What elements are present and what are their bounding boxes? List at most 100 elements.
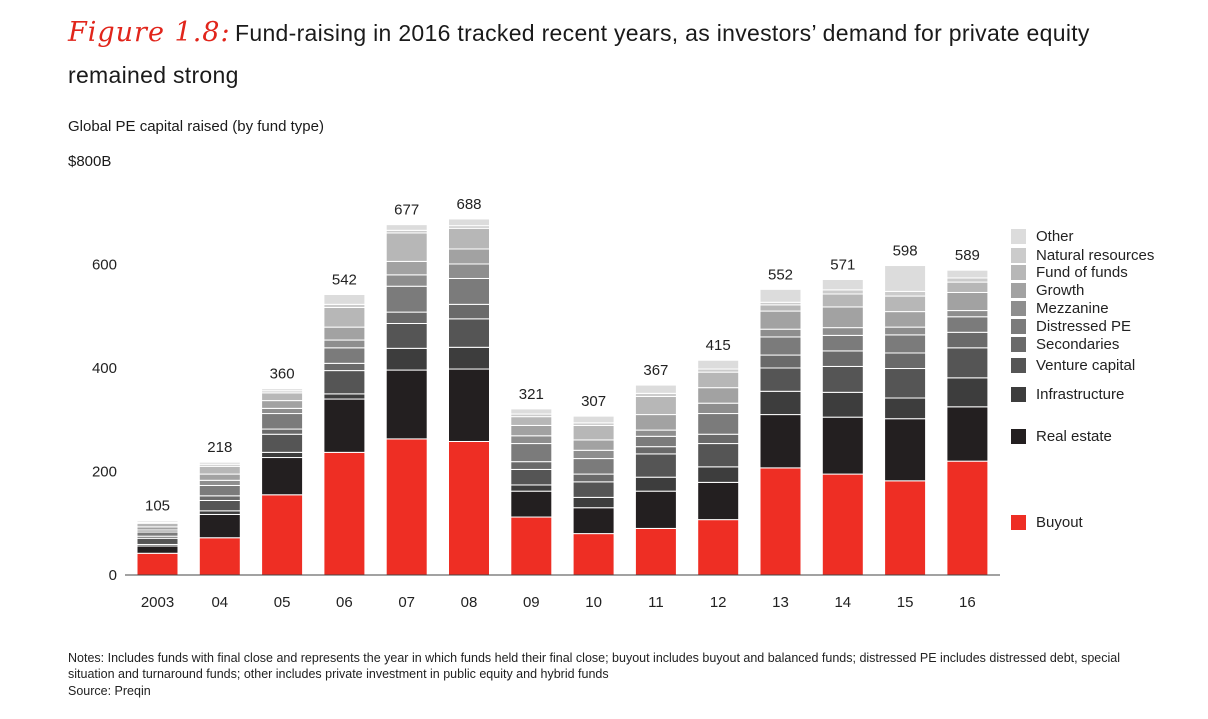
bar-group-10: 307 <box>572 393 615 576</box>
bar-segment-secondaries <box>634 446 677 455</box>
bar-segment-fund-of-funds <box>634 395 677 416</box>
bar-segment-infrastructure <box>634 476 677 492</box>
bar-segment-growth <box>634 414 677 431</box>
bar-segment-real-estate <box>261 457 304 496</box>
bar-group-06: 542 <box>323 272 366 576</box>
bar-segment-secondaries <box>198 495 241 501</box>
bar-segment-growth <box>261 400 304 409</box>
x-tick-label: 06 <box>336 594 353 611</box>
bar-segment-infrastructure <box>884 397 927 420</box>
bar-segment-secondaries <box>759 354 802 369</box>
bar-segment-growth <box>946 291 989 312</box>
legend-label: Real estate <box>1036 428 1112 445</box>
bar-segment-mezzanine <box>385 274 428 287</box>
bar-segment-secondaries <box>448 303 490 320</box>
bar-segment-other <box>759 288 802 303</box>
bar-segment-secondaries <box>385 311 428 324</box>
bar-segment-venture-capital <box>136 537 179 545</box>
legend-label: Natural resources <box>1036 247 1154 264</box>
bar-segment-distressed-pe <box>385 285 428 313</box>
bar-segment-natural-resources <box>884 290 927 297</box>
bar-segment-fund-of-funds <box>572 424 615 441</box>
legend-swatch <box>1011 337 1026 352</box>
bar-segment-other <box>323 294 366 305</box>
bar-segment-distressed-pe <box>572 458 615 475</box>
x-tick-label: 05 <box>274 594 291 611</box>
bar-segment-real-estate <box>448 368 490 442</box>
bar-segment-buyout <box>261 494 304 576</box>
x-axis-ticks: 2003 04 05 06 07 08 09 10 11 12 13 14 15 16 <box>141 594 976 611</box>
legend-swatch <box>1011 248 1026 263</box>
bar-total-label: 571 <box>830 257 855 274</box>
legend-item-distressed-pe: Distressed PE <box>1011 318 1131 335</box>
bar-segment-natural-resources <box>946 277 989 283</box>
bar-segment-secondaries <box>572 473 615 483</box>
bar-segment-other <box>510 408 553 415</box>
bar-segment-distressed-pe <box>198 484 241 497</box>
x-tick-label: 12 <box>710 594 727 611</box>
bar-segment-venture-capital <box>884 368 927 399</box>
bar-segment-infrastructure <box>759 390 802 416</box>
bar-segment-mezzanine <box>697 402 740 415</box>
legend-label: Infrastructure <box>1036 386 1124 403</box>
bar-segment-buyout <box>759 467 802 576</box>
bar-group-14: 571 <box>821 257 864 576</box>
legend-swatch <box>1011 301 1026 316</box>
bar-segment-distressed-pe <box>323 347 366 364</box>
legend-swatch <box>1011 229 1026 244</box>
bar-segment-fund-of-funds <box>136 522 179 528</box>
bar-segment-buyout <box>385 438 428 576</box>
bar-segment-fund-of-funds <box>821 293 864 308</box>
x-tick-label: 13 <box>772 594 789 611</box>
bar-segment-other <box>821 279 864 291</box>
bar-segment-growth <box>884 311 927 328</box>
x-tick-label: 14 <box>834 594 851 611</box>
y-tick-label: 400 <box>92 360 117 377</box>
x-tick-label: 16 <box>959 594 976 611</box>
bar-group-09: 321 <box>510 386 553 576</box>
bar-total-label: 218 <box>207 439 232 456</box>
bar-total-label: 552 <box>768 266 793 283</box>
bar-segment-other <box>697 359 740 370</box>
figure-title-text: Fund-raising in 2016 tracked recent year… <box>68 20 1090 88</box>
bar-segment-venture-capital <box>510 468 553 486</box>
bar-segment-buyout <box>821 473 864 576</box>
x-tick-label: 07 <box>398 594 415 611</box>
legend-label: Mezzanine <box>1036 300 1109 317</box>
legend-swatch <box>1011 265 1026 280</box>
legend-item-other: Other <box>1011 228 1074 245</box>
y-axis-ticks: 0 200 400 600 <box>92 257 117 585</box>
bar-total-label: 367 <box>643 362 668 379</box>
bar-segment-buyout <box>697 519 740 576</box>
bar-segment-venture-capital <box>448 318 490 348</box>
bar-segment-venture-capital <box>572 481 615 498</box>
bars: 105 218 360 542 677 688 321 307 367 415 552 571 598 5… <box>136 196 989 576</box>
bar-segment-real-estate <box>759 414 802 469</box>
bar-total-label: 415 <box>706 337 731 354</box>
bar-group-08: 688 <box>448 196 490 576</box>
bar-segment-venture-capital <box>261 433 304 453</box>
bar-total-label: 321 <box>519 386 544 403</box>
bar-segment-mezzanine <box>261 407 304 415</box>
x-tick-label: 09 <box>523 594 540 611</box>
bar-segment-buyout <box>198 537 241 576</box>
bar-segment-infrastructure <box>821 391 864 418</box>
figure-label: Figure 1.8: <box>68 17 231 48</box>
y-tick-label: 0 <box>109 567 117 584</box>
legend-swatch <box>1011 429 1026 444</box>
legend-item-buyout: Buyout <box>1011 514 1084 531</box>
bar-group-04: 218 <box>198 439 241 576</box>
bar-segment-venture-capital <box>946 347 989 379</box>
bar-total-label: 688 <box>456 196 481 213</box>
bar-group-05: 360 <box>261 366 304 576</box>
bar-segment-venture-capital <box>323 370 366 395</box>
x-tick-label: 2003 <box>141 594 174 611</box>
bar-segment-growth <box>448 248 490 265</box>
bar-segment-infrastructure <box>261 451 304 459</box>
bar-group-16: 589 <box>946 247 989 576</box>
legend-swatch <box>1011 283 1026 298</box>
bar-segment-growth <box>572 439 615 451</box>
bar-segment-growth <box>385 260 428 276</box>
bar-total-label: 105 <box>145 498 170 515</box>
bar-group-13: 552 <box>759 266 802 576</box>
